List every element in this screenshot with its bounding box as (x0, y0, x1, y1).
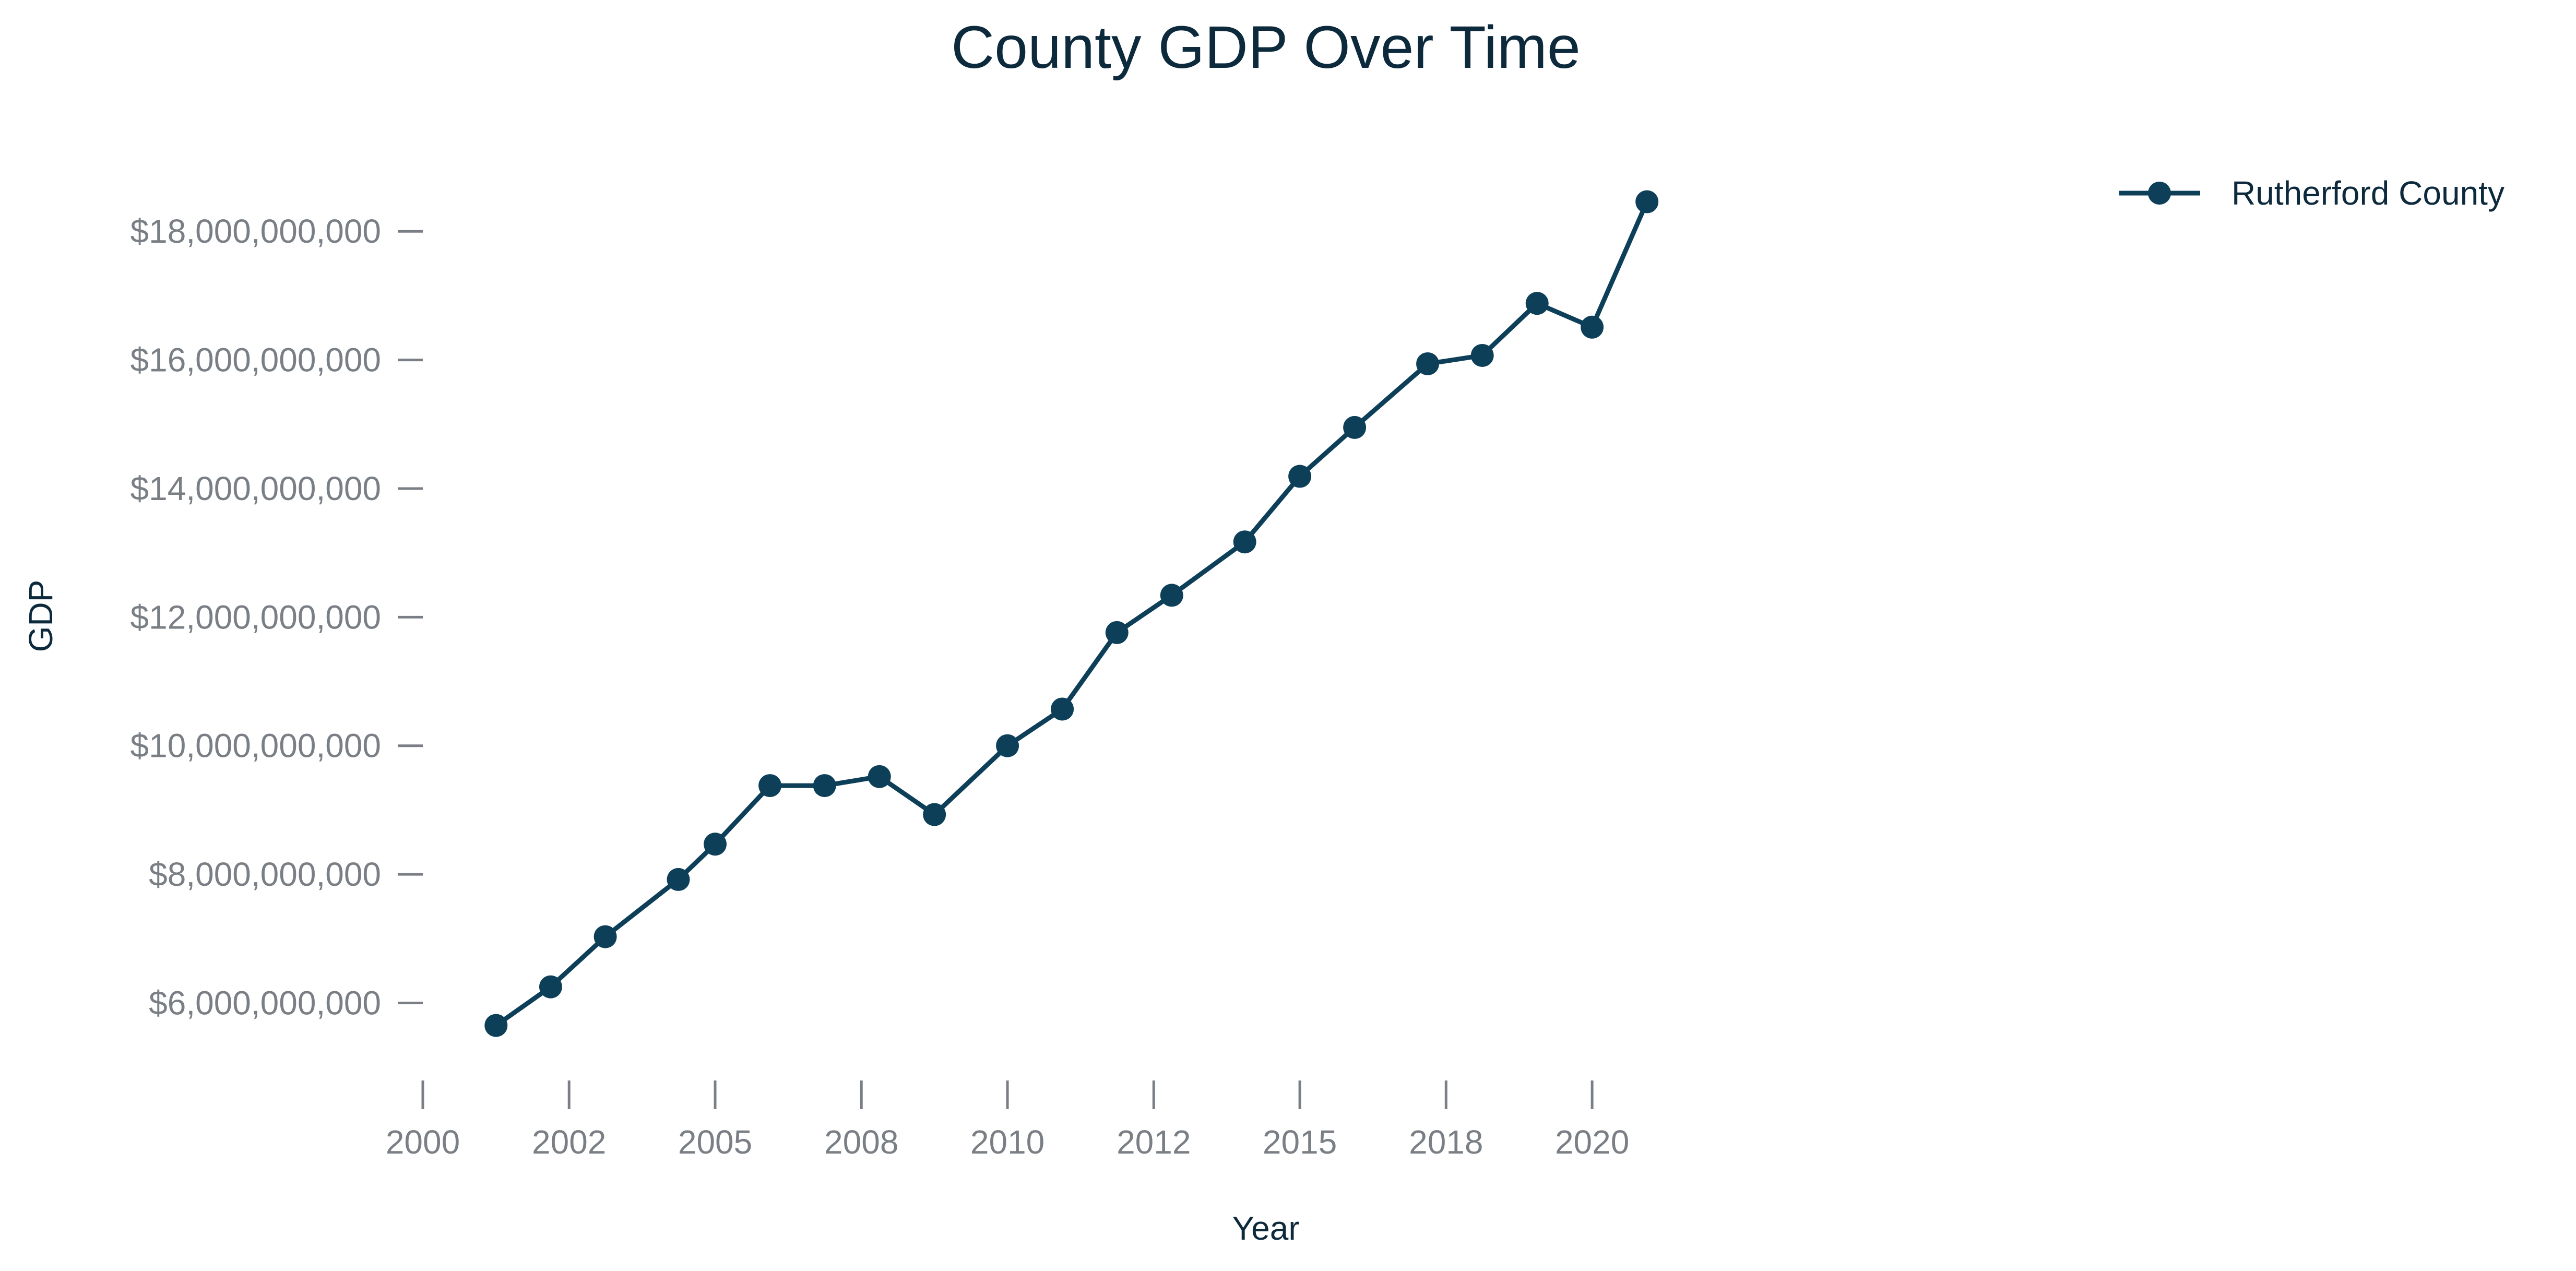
data-point (1470, 343, 1494, 367)
x-tick-label: 2015 (1263, 1123, 1337, 1161)
y-tick-label: $18,000,000,000 (130, 212, 381, 250)
data-point (813, 774, 836, 798)
x-tick-label: 2010 (970, 1123, 1044, 1161)
data-point (923, 803, 946, 826)
data-point (1525, 292, 1549, 315)
series-layer (484, 190, 1659, 1037)
data-point (484, 1014, 508, 1037)
x-axis: 2000 2002 2005 2008 2010 2012 2015 2018 2020 (386, 1080, 1629, 1161)
data-point (996, 734, 1019, 757)
x-tick-label: 2008 (824, 1123, 898, 1161)
data-point (704, 833, 727, 856)
y-axis-title: GDP (22, 580, 60, 652)
data-point (593, 925, 617, 948)
x-tick-label: 2005 (678, 1123, 752, 1161)
series-line (494, 200, 1649, 1028)
x-tick-label: 2020 (1555, 1123, 1629, 1161)
data-point (1160, 584, 1183, 607)
y-tick-label: $10,000,000,000 (130, 727, 381, 765)
data-point (758, 774, 782, 798)
data-point (1288, 465, 1312, 488)
legend: Rutherford County (2119, 174, 2504, 212)
data-point (1581, 315, 1604, 339)
x-tick-label: 2012 (1117, 1123, 1191, 1161)
x-axis-title: Year (1232, 1209, 1299, 1247)
data-point (1343, 415, 1367, 439)
data-point (539, 975, 562, 999)
y-tick-label: $16,000,000,000 (130, 341, 381, 379)
legend-label: Rutherford County (2231, 174, 2504, 212)
y-tick-label: $8,000,000,000 (149, 856, 381, 893)
chart-title: County GDP Over Time (951, 14, 1581, 81)
data-point (667, 868, 690, 891)
y-axis: $6,000,000,000 $8,000,000,000 $10,000,000,… (130, 212, 423, 1021)
x-tick-label: 2002 (532, 1123, 606, 1161)
y-tick-label: $6,000,000,000 (149, 984, 381, 1021)
y-tick-label: $14,000,000,000 (130, 470, 381, 507)
data-point (1233, 530, 1256, 554)
data-point (868, 765, 891, 788)
data-point (1105, 621, 1129, 644)
legend-marker (2148, 182, 2171, 205)
data-point (1635, 190, 1659, 213)
x-tick-label: 2018 (1409, 1123, 1483, 1161)
data-point (1416, 352, 1440, 375)
x-tick-label: 2000 (386, 1123, 460, 1161)
y-tick-label: $12,000,000,000 (130, 598, 381, 636)
data-point (1051, 697, 1074, 721)
